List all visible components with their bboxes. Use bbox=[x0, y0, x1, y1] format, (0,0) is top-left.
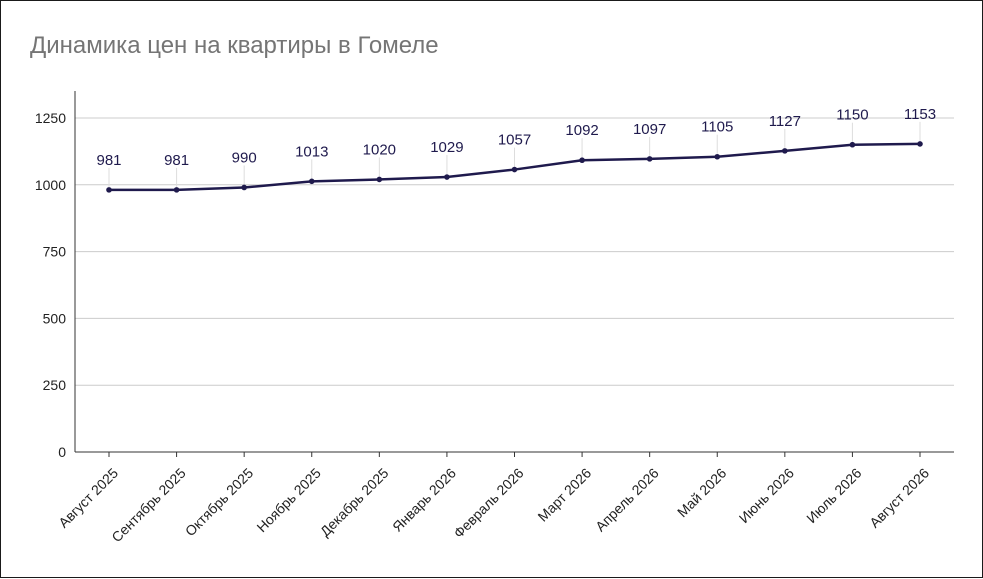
data-point bbox=[917, 141, 923, 147]
data-point bbox=[714, 153, 721, 160]
data-label: 1057 bbox=[498, 132, 531, 149]
x-tick-label: Апрель 2026 bbox=[592, 465, 662, 535]
data-label: 1020 bbox=[363, 141, 396, 158]
data-label: 1097 bbox=[633, 121, 666, 138]
chart-title: Динамика цен на квартиры в Гомеле bbox=[30, 32, 439, 59]
data-label: 1127 bbox=[769, 113, 801, 130]
data-label: 1153 bbox=[904, 106, 936, 123]
data-label: 981 bbox=[164, 152, 189, 169]
y-tick-label: 1000 bbox=[35, 177, 66, 193]
x-tick-label: Декабрь 2025 bbox=[317, 465, 392, 540]
y-tick-label: 1250 bbox=[35, 110, 66, 126]
data-label: 990 bbox=[232, 149, 257, 166]
x-tick-label: Август 2026 bbox=[866, 465, 932, 531]
x-tick-label: Июнь 2026 bbox=[736, 465, 797, 526]
data-point bbox=[308, 178, 315, 185]
data-label: 1092 bbox=[565, 122, 598, 139]
x-tick-label: Ноябрь 2025 bbox=[253, 465, 324, 536]
data-label: 1013 bbox=[295, 143, 328, 160]
data-label: 1150 bbox=[836, 107, 868, 124]
x-tick-label: Март 2026 bbox=[534, 465, 594, 525]
data-label: 981 bbox=[96, 152, 121, 169]
data-point bbox=[511, 166, 518, 173]
data-point bbox=[241, 184, 247, 191]
data-label: 1105 bbox=[701, 119, 733, 136]
x-tick-label: Август 2025 bbox=[55, 465, 121, 531]
data-point bbox=[579, 157, 585, 164]
data-point bbox=[444, 174, 450, 180]
y-tick-label: 500 bbox=[43, 310, 67, 326]
x-tick-label: Май 2026 bbox=[674, 465, 730, 521]
x-tick-label: Февраль 2026 bbox=[450, 465, 526, 541]
data-point bbox=[173, 187, 180, 193]
data-label: 1029 bbox=[430, 139, 463, 156]
data-point bbox=[106, 187, 112, 193]
y-tick-label: 250 bbox=[43, 377, 67, 393]
x-tick-label: Январь 2026 bbox=[389, 465, 459, 535]
x-tick-label: Июль 2026 bbox=[803, 465, 864, 526]
data-point bbox=[376, 176, 383, 183]
y-tick-label: 750 bbox=[43, 244, 67, 260]
data-point bbox=[646, 156, 653, 162]
data-point bbox=[782, 148, 788, 154]
x-tick-label: Октябрь 2025 bbox=[182, 465, 257, 540]
y-tick-label: 0 bbox=[58, 444, 66, 460]
data-point bbox=[849, 141, 856, 148]
